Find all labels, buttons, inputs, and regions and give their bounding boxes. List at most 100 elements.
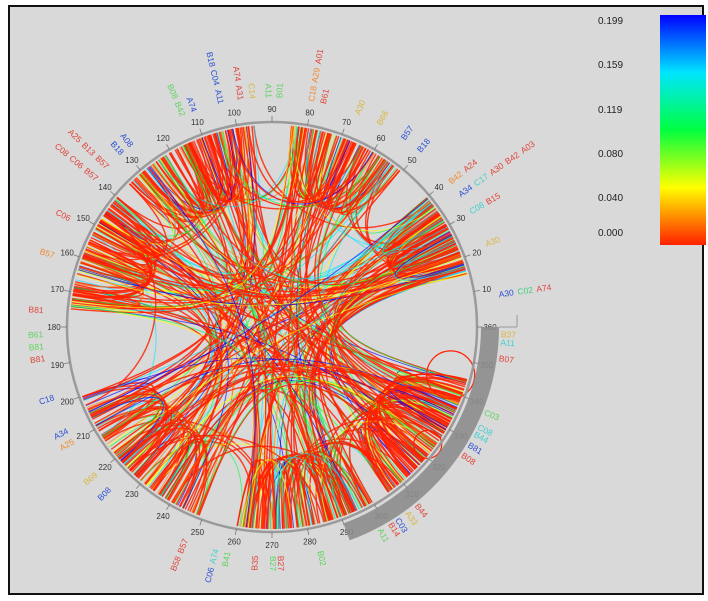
axis-tick-mark bbox=[199, 128, 203, 135]
chord-link bbox=[161, 389, 371, 505]
axis-tick-mark bbox=[234, 528, 237, 535]
node-label: A24 bbox=[461, 157, 479, 174]
chord-link bbox=[305, 133, 450, 425]
axis-tick-label: 180 bbox=[47, 323, 61, 332]
chord-link bbox=[147, 156, 197, 219]
node-label: B08 bbox=[95, 485, 113, 503]
node-label: A11 bbox=[264, 83, 274, 98]
axis-tick-label: 130 bbox=[125, 156, 139, 165]
chord-link bbox=[382, 203, 448, 255]
chord-link bbox=[74, 164, 176, 288]
axis-tick-label: 240 bbox=[156, 512, 170, 521]
axis-tick-mark bbox=[110, 191, 116, 196]
axis-tick-mark bbox=[73, 396, 80, 400]
self-loop bbox=[426, 350, 476, 400]
axis-tick-mark bbox=[166, 504, 170, 510]
colorbar-gradient bbox=[660, 15, 706, 245]
axis-tick-mark bbox=[110, 458, 116, 463]
node-label: B81 bbox=[29, 353, 46, 365]
node-label: B42 bbox=[446, 169, 464, 186]
chord-link bbox=[217, 132, 381, 207]
node-label: A03 bbox=[519, 139, 537, 156]
node-label: A30 bbox=[498, 287, 515, 299]
axis-tick-label: 90 bbox=[268, 105, 277, 114]
node-label: A30 bbox=[484, 234, 502, 249]
node-label: C06 bbox=[203, 566, 217, 584]
chord-link bbox=[376, 373, 468, 477]
axis-tick-label: 50 bbox=[408, 156, 417, 165]
chord-link bbox=[201, 132, 232, 201]
node-label: A74 bbox=[185, 96, 200, 114]
node-label: B13 bbox=[80, 140, 98, 158]
node-label: C08 bbox=[467, 200, 486, 217]
axis-tick-mark bbox=[73, 254, 80, 258]
chord-link bbox=[247, 126, 370, 204]
chord-link bbox=[241, 459, 293, 529]
chord-link bbox=[87, 243, 403, 482]
chord-link bbox=[71, 305, 351, 514]
node-label: A74 bbox=[536, 282, 553, 294]
axis-tick-label: 60 bbox=[377, 134, 386, 143]
chord-link bbox=[148, 128, 238, 211]
node-label: B57 bbox=[39, 246, 57, 260]
chord-link bbox=[86, 394, 182, 494]
chord-link bbox=[88, 198, 429, 412]
node-label: B02 bbox=[315, 550, 328, 567]
axis-tick-label: 210 bbox=[77, 432, 91, 441]
chord-link bbox=[368, 394, 458, 486]
axis-tick-mark bbox=[449, 221, 455, 225]
chord-link bbox=[213, 130, 239, 199]
chord-link bbox=[308, 268, 466, 519]
chord-link bbox=[172, 366, 460, 504]
chord-link bbox=[322, 163, 443, 437]
node-label: C02 bbox=[517, 285, 534, 297]
axis-tick-mark bbox=[473, 289, 480, 292]
node-label: A34 bbox=[456, 182, 474, 199]
node-label: B61 bbox=[28, 329, 44, 340]
axis-tick-mark bbox=[64, 362, 71, 365]
chord-link bbox=[274, 218, 443, 529]
axis-tick-mark bbox=[428, 191, 434, 196]
axis-tick-label: 20 bbox=[472, 248, 481, 257]
node-label: A31 bbox=[234, 84, 246, 101]
colorbar-tick-1: 0.159 bbox=[598, 60, 623, 71]
axis-tick-mark bbox=[341, 128, 345, 135]
node-label: B18 bbox=[415, 136, 433, 154]
chord-link bbox=[149, 165, 256, 528]
chord-link bbox=[71, 303, 140, 313]
node-label: C06 bbox=[67, 153, 86, 171]
highlight-band bbox=[343, 327, 499, 541]
self-loop bbox=[413, 429, 443, 459]
colorbar-tick-3: 0.080 bbox=[598, 149, 623, 160]
node-label: C18 bbox=[306, 85, 319, 102]
node-label: B35 bbox=[249, 555, 260, 571]
chord-link bbox=[115, 197, 218, 465]
node-label: C08 bbox=[53, 141, 72, 159]
chord-link bbox=[307, 129, 356, 202]
node-label: A11 bbox=[500, 337, 515, 348]
chord-link bbox=[158, 159, 463, 397]
node-label: B69 bbox=[81, 470, 99, 488]
axis-tick-label: 110 bbox=[191, 118, 204, 127]
chord-link bbox=[88, 183, 168, 259]
axis-tick-label: 170 bbox=[51, 285, 65, 294]
node-label: C06 bbox=[54, 207, 73, 223]
chord-link bbox=[232, 128, 374, 205]
chord-link bbox=[185, 143, 459, 287]
node-label: B07 bbox=[498, 353, 515, 365]
chord-link bbox=[164, 145, 209, 211]
chord-link bbox=[85, 211, 157, 406]
axis-tick-label: 280 bbox=[303, 538, 317, 547]
axis-tick-mark bbox=[166, 144, 170, 150]
chord-link bbox=[251, 455, 346, 529]
node-label: B61 bbox=[318, 88, 331, 105]
axis-tick-mark bbox=[89, 429, 95, 433]
axis-tick-label: 30 bbox=[456, 214, 465, 223]
chord-link bbox=[164, 155, 444, 280]
colorbar-tick-0: 0.199 bbox=[598, 16, 623, 27]
chord-link bbox=[122, 368, 449, 464]
chord-link bbox=[83, 127, 304, 287]
axis-tick-label: 230 bbox=[125, 490, 139, 499]
chord-link bbox=[183, 145, 300, 528]
node-label: B27 bbox=[276, 556, 287, 572]
